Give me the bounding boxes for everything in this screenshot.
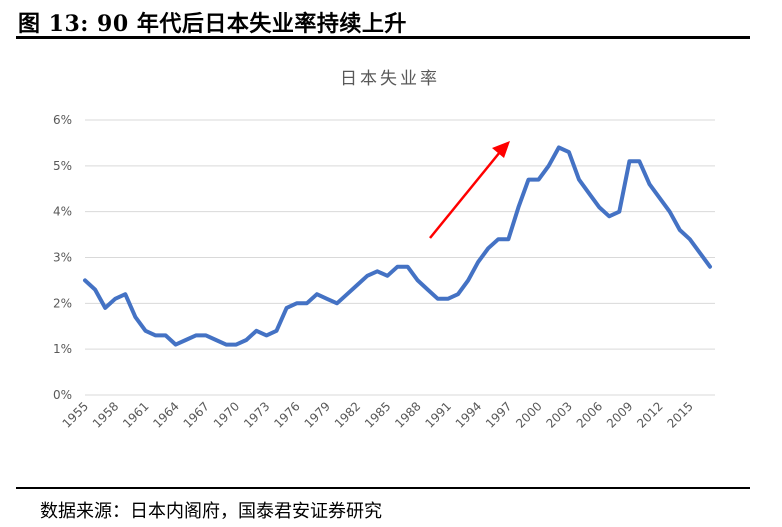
x-tick-label: 1976 bbox=[271, 399, 302, 430]
x-tick-label: 1988 bbox=[392, 399, 423, 430]
x-tick-label: 1982 bbox=[332, 399, 363, 430]
y-tick-label: 4% bbox=[53, 205, 72, 219]
y-tick-label: 5% bbox=[53, 159, 72, 173]
x-tick-label: 1991 bbox=[423, 399, 454, 430]
x-tick-label: 1970 bbox=[211, 399, 242, 430]
source-note: 数据来源：日本内阁府，国泰君安证券研究 bbox=[40, 501, 382, 522]
x-tick-label: 2012 bbox=[634, 399, 665, 430]
y-tick-label: 3% bbox=[53, 251, 72, 265]
y-axis-tick-labels: 0% 1% 2% 3% 4% 5% 6% bbox=[53, 113, 72, 402]
title-rule bbox=[16, 36, 750, 39]
x-tick-label: 1985 bbox=[362, 399, 393, 430]
x-tick-label: 2003 bbox=[543, 399, 574, 430]
x-tick-label: 1973 bbox=[241, 399, 272, 430]
x-tick-label: 1997 bbox=[483, 399, 514, 430]
x-tick-label: 2015 bbox=[664, 399, 695, 430]
unemployment-rate-line bbox=[83, 145, 712, 347]
x-tick-label: 1955 bbox=[60, 399, 91, 430]
x-tick-label: 1964 bbox=[150, 399, 181, 430]
y-tick-label: 2% bbox=[53, 296, 72, 310]
y-tick-label: 6% bbox=[53, 113, 72, 127]
x-tick-label: 2006 bbox=[574, 399, 605, 430]
x-tick-label: 2000 bbox=[513, 399, 544, 430]
x-axis-tick-labels: 1955195819611964196719701973197619791982… bbox=[60, 399, 696, 430]
y-tick-label: 0% bbox=[53, 388, 72, 402]
x-tick-label: 1967 bbox=[181, 399, 212, 430]
chart-title: 日本失业率 bbox=[340, 69, 440, 89]
figure-title: 图 13: 90 年代后日本失业率持续上升 bbox=[18, 11, 407, 37]
trend-arrow-head bbox=[492, 141, 510, 158]
gridlines bbox=[85, 119, 715, 396]
x-tick-label: 2009 bbox=[604, 399, 635, 430]
unemployment-line-chart: 日本失业率 0% 1% 2% 3% 4% 5% 6% 1955195819611964196… bbox=[53, 69, 715, 431]
x-tick-label: 1961 bbox=[120, 399, 151, 430]
trend-arrow bbox=[429, 151, 501, 239]
source-rule bbox=[16, 487, 750, 489]
x-tick-label: 1979 bbox=[302, 399, 333, 430]
y-tick-label: 1% bbox=[53, 342, 72, 356]
data-points bbox=[84, 147, 711, 345]
x-tick-label: 1994 bbox=[453, 399, 484, 430]
x-tick-label: 1958 bbox=[90, 399, 121, 430]
